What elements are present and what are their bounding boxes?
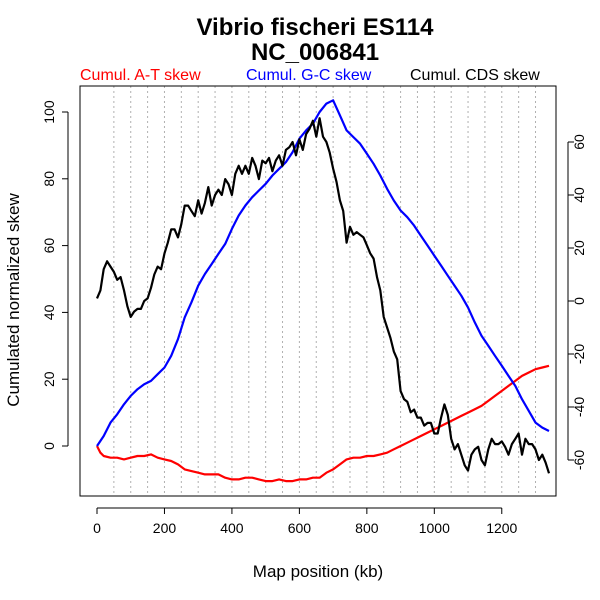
y-left-tick-label-2: 40 xyxy=(41,304,57,320)
x-tick-label-0: 0 xyxy=(93,520,101,536)
x-axis-label: Map position (kb) xyxy=(253,562,383,581)
series-line-0 xyxy=(96,364,550,483)
legend-at-skew: Cumul. A-T skew xyxy=(80,67,201,84)
x-tick-label-5: 1000 xyxy=(419,520,450,536)
y-right-tick-label-2: -20 xyxy=(571,344,587,364)
series-line-1 xyxy=(96,99,550,447)
y-axis-left: 0 20 40 60 80 100 xyxy=(41,100,69,450)
chart-title: Vibrio fischeri ES114 xyxy=(196,14,434,41)
y-axis-label: Cumulated normalized skew xyxy=(4,193,23,407)
series-group xyxy=(95,99,551,483)
y-right-tick-label-1: -40 xyxy=(571,397,587,417)
chart-subtitle: NC_006841 xyxy=(251,39,379,66)
y-left-tick-label-0: 0 xyxy=(41,442,57,450)
y-left-tick-label-4: 80 xyxy=(41,171,57,187)
legend-gc-skew: Cumul. G-C skew xyxy=(246,67,372,84)
series-line-2 xyxy=(95,117,551,474)
y-right-tick-label-0: -60 xyxy=(571,450,587,470)
x-tick-label-3: 600 xyxy=(288,520,312,536)
y-right-tick-label-5: 40 xyxy=(571,187,587,203)
legend-cds-skew: Cumul. CDS skew xyxy=(410,67,540,84)
x-tick-label-2: 400 xyxy=(220,520,244,536)
y-left-tick-label-1: 20 xyxy=(41,371,57,387)
y-axis-right: -60 -40 -20 0 20 40 60 xyxy=(567,134,587,470)
y-right-tick-label-4: 20 xyxy=(571,240,587,256)
vertical-gridlines xyxy=(113,86,537,496)
y-right-tick-label-6: 60 xyxy=(571,134,587,150)
y-left-tick-label-5: 100 xyxy=(41,100,57,124)
y-left-tick-label-3: 60 xyxy=(41,238,57,254)
x-tick-label-1: 200 xyxy=(153,520,177,536)
y-right-tick-label-3: 0 xyxy=(571,297,587,305)
x-tick-label-4: 800 xyxy=(355,520,379,536)
x-tick-label-6: 1200 xyxy=(486,520,517,536)
x-axis: 0 200 400 600 800 1000 1200 xyxy=(93,507,518,536)
plot-frame xyxy=(79,85,557,497)
